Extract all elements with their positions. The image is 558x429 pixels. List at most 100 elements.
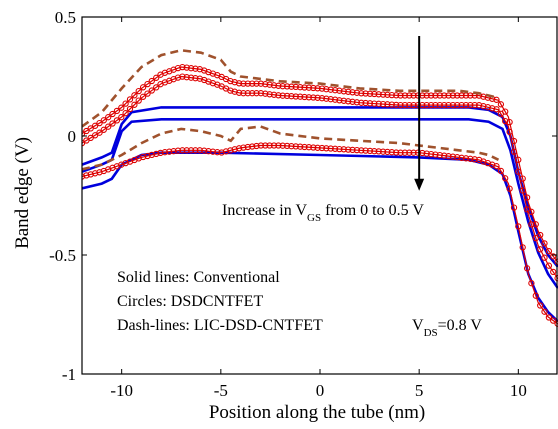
data-point bbox=[170, 148, 177, 155]
data-point bbox=[244, 80, 251, 87]
data-point bbox=[379, 148, 387, 155]
data-point bbox=[100, 117, 107, 124]
data-point bbox=[436, 92, 443, 99]
data-point bbox=[283, 142, 291, 150]
data-point bbox=[249, 143, 256, 150]
data-point bbox=[283, 92, 291, 100]
data-point bbox=[96, 119, 103, 127]
data-point bbox=[345, 146, 352, 153]
data-point bbox=[109, 120, 116, 127]
data-point bbox=[139, 93, 147, 100]
data-point bbox=[192, 147, 199, 154]
data-point bbox=[423, 101, 430, 109]
arrow-annotation bbox=[414, 36, 425, 191]
data-point bbox=[126, 96, 134, 103]
data-point bbox=[153, 74, 160, 81]
data-point bbox=[532, 292, 539, 299]
data-point bbox=[480, 103, 487, 110]
data-point bbox=[139, 153, 147, 161]
data-point bbox=[327, 145, 334, 152]
data-point bbox=[301, 143, 308, 151]
data-point bbox=[371, 148, 378, 155]
data-point bbox=[458, 92, 465, 99]
series-solid-1 bbox=[82, 118, 558, 290]
data-point bbox=[297, 93, 304, 100]
data-point bbox=[235, 89, 243, 96]
data-point bbox=[318, 95, 326, 102]
data-point bbox=[406, 92, 413, 99]
data-point bbox=[545, 262, 553, 269]
data-point bbox=[467, 155, 474, 162]
data-point bbox=[550, 268, 557, 276]
data-point bbox=[537, 302, 544, 309]
data-point bbox=[401, 101, 409, 109]
data-point bbox=[410, 101, 417, 109]
x-tick-label: 10 bbox=[510, 381, 527, 400]
data-point bbox=[388, 101, 395, 108]
data-point bbox=[87, 125, 94, 132]
data-point bbox=[314, 94, 321, 101]
data-point bbox=[262, 81, 269, 88]
data-point bbox=[414, 101, 422, 109]
data-point bbox=[467, 101, 474, 109]
data-point bbox=[432, 101, 439, 109]
series-dashed-7 bbox=[82, 125, 500, 171]
series-dashed-6 bbox=[82, 48, 499, 128]
y-axis-title: Band edge (V) bbox=[12, 137, 33, 249]
y-tick-label: 0.5 bbox=[55, 8, 76, 27]
data-point bbox=[279, 142, 286, 149]
data-point bbox=[393, 149, 400, 156]
data-point bbox=[122, 100, 129, 107]
data-point bbox=[515, 223, 522, 230]
data-point bbox=[371, 100, 378, 107]
series-line bbox=[82, 118, 558, 290]
data-point bbox=[174, 74, 182, 81]
data-point bbox=[366, 147, 374, 155]
data-point bbox=[96, 129, 103, 136]
data-point bbox=[144, 152, 151, 160]
data-point bbox=[375, 148, 382, 155]
data-point bbox=[135, 97, 142, 104]
data-point bbox=[244, 90, 251, 97]
data-point bbox=[196, 147, 203, 154]
data-point bbox=[497, 167, 505, 175]
data-point bbox=[113, 107, 121, 115]
data-point bbox=[262, 142, 269, 149]
data-point bbox=[345, 88, 352, 95]
data-point bbox=[379, 91, 387, 98]
data-point bbox=[209, 148, 217, 155]
data-point bbox=[305, 84, 313, 91]
data-point bbox=[393, 92, 400, 99]
data-point bbox=[362, 90, 369, 97]
data-point bbox=[187, 65, 195, 72]
data-point bbox=[249, 80, 256, 87]
series-line bbox=[82, 75, 558, 280]
data-point bbox=[340, 146, 347, 153]
data-point bbox=[358, 90, 365, 97]
data-point bbox=[218, 149, 225, 156]
data-point bbox=[445, 101, 452, 109]
data-point bbox=[148, 87, 155, 94]
data-point bbox=[340, 97, 347, 104]
data-point bbox=[275, 92, 282, 99]
data-point bbox=[135, 87, 142, 95]
y-tick-label: -1 bbox=[62, 365, 76, 384]
data-point bbox=[388, 149, 395, 156]
x-tick-label: 5 bbox=[415, 381, 424, 400]
data-point bbox=[109, 110, 116, 118]
data-point bbox=[406, 101, 413, 109]
data-point bbox=[288, 143, 295, 150]
data-point bbox=[91, 132, 99, 139]
arrow-head bbox=[414, 178, 425, 191]
series-line bbox=[82, 48, 499, 128]
data-point bbox=[244, 143, 251, 151]
data-point bbox=[454, 101, 461, 109]
data-point bbox=[91, 170, 99, 177]
data-point bbox=[131, 92, 138, 99]
data-point bbox=[441, 101, 448, 109]
data-point bbox=[445, 92, 452, 99]
data-point bbox=[349, 146, 356, 154]
data-point bbox=[144, 80, 151, 88]
data-point bbox=[366, 100, 374, 107]
data-point bbox=[174, 64, 182, 72]
